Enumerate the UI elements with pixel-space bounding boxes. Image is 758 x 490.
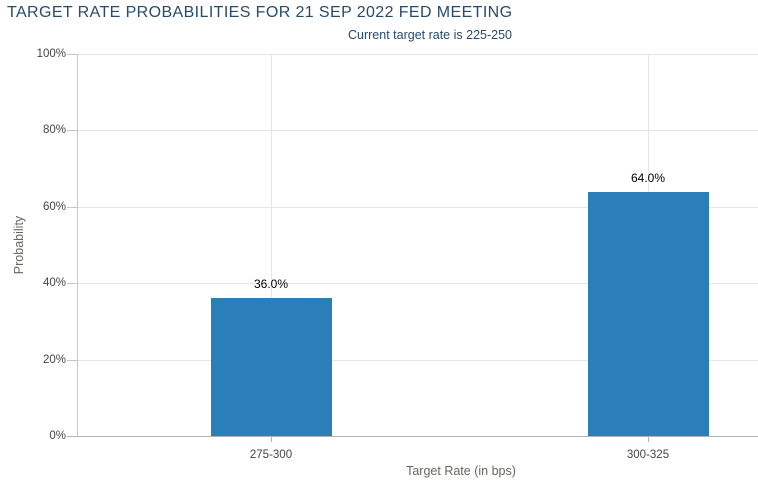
chart-title: TARGET RATE PROBABILITIES FOR 21 SEP 202… [7, 4, 513, 21]
y-axis-tick [67, 206, 77, 208]
y-axis-title: Probability [12, 215, 26, 275]
h-gridline [77, 359, 758, 361]
h-gridline [77, 130, 758, 132]
y-axis-line [77, 54, 78, 436]
x-axis-title: Target Rate (in bps) [406, 464, 516, 478]
v-gridline [270, 54, 272, 436]
y-axis-tick [67, 54, 77, 55]
probability-bar[interactable] [587, 191, 709, 436]
x-axis-tick [648, 436, 649, 442]
y-tick-label: 0% [49, 430, 66, 442]
y-tick-label: 40% [42, 277, 66, 290]
h-gridline [77, 206, 758, 208]
x-axis-line [67, 436, 758, 437]
bar-value-label: 64.0% [630, 170, 666, 185]
x-category-label: 300-325 [626, 449, 670, 461]
h-gridline [77, 283, 758, 285]
probability-bar[interactable] [210, 298, 332, 436]
chart-subtitle: Current target rate is 225-250 [348, 28, 512, 42]
y-tick-label: 20% [42, 353, 66, 366]
h-gridline [77, 54, 758, 55]
y-axis-tick [67, 283, 77, 285]
x-axis-tick [271, 436, 272, 442]
x-category-label: 275-300 [249, 449, 293, 461]
y-axis-tick [67, 130, 77, 132]
bar-value-label: 36.0% [253, 277, 289, 292]
y-tick-label: 100% [36, 48, 66, 60]
y-axis-tick [67, 359, 77, 361]
y-tick-label: 80% [42, 124, 66, 137]
y-tick-label: 60% [42, 200, 66, 213]
